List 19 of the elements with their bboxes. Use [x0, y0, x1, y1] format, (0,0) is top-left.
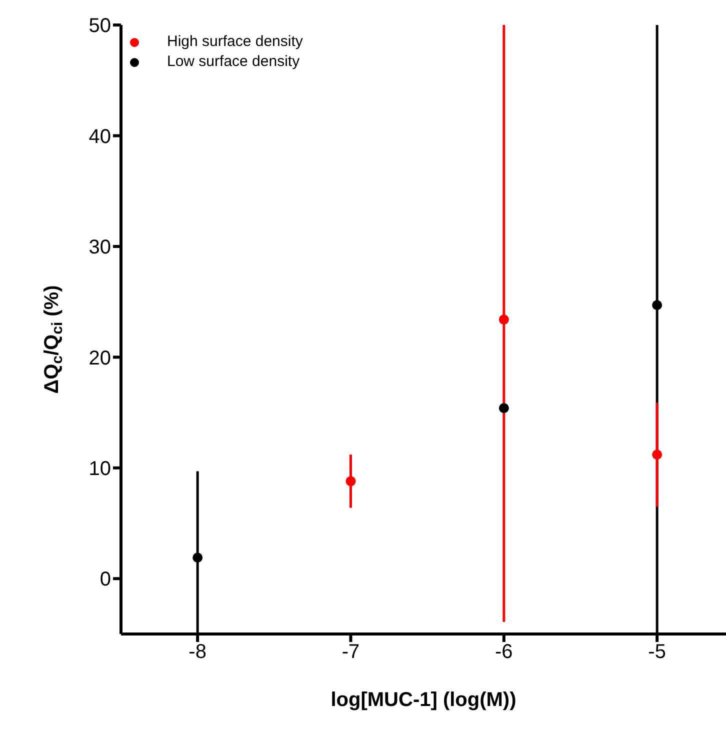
legend-label: Low surface density — [167, 53, 300, 70]
x-tick-label: -7 — [342, 641, 360, 664]
y-tick-label: 0 — [100, 568, 111, 591]
y-tick-label: 10 — [88, 458, 111, 480]
point — [192, 552, 203, 563]
x-tick-label: -5 — [648, 641, 666, 664]
point — [652, 300, 662, 310]
x-tick-label: -8 — [188, 641, 206, 664]
y-tick-label: 30 — [88, 236, 111, 259]
y-tick-label: 20 — [88, 347, 111, 370]
x-axis-title: log[MUC-1] (log(M)) — [330, 689, 516, 711]
point — [498, 314, 509, 325]
y-tick-label: 50 — [88, 15, 111, 38]
point — [346, 476, 356, 486]
y-tick-label: 40 — [88, 126, 111, 148]
point — [498, 403, 509, 414]
point — [652, 450, 662, 460]
legend-label: High surface density — [167, 33, 303, 50]
x-tick-label: -6 — [495, 641, 513, 664]
